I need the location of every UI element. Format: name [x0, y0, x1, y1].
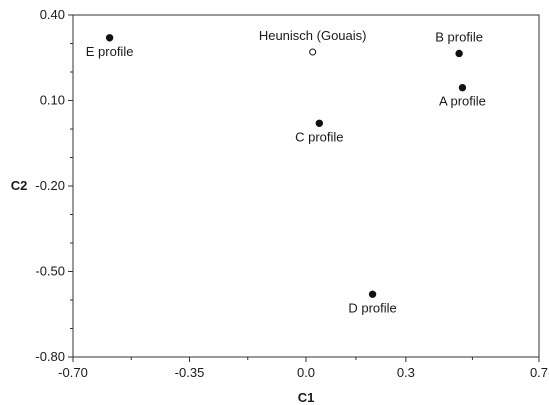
- y-axis-title: C2: [11, 178, 28, 193]
- x-tick-label: 0.7: [530, 365, 548, 380]
- y-tick-label: -0.50: [35, 264, 65, 279]
- point-label-c-profile: C profile: [295, 129, 343, 144]
- axis-ticks: [68, 14, 540, 362]
- point-d-profile: [368, 290, 377, 298]
- point-label-e-profile: E profile: [86, 44, 134, 59]
- y-tick-label: 0.40: [40, 7, 65, 22]
- y-tick-label: 0.10: [40, 93, 65, 108]
- point-label-heunisch-gouais: Heunisch (Gouais): [259, 28, 367, 43]
- x-tick-label: -0.70: [58, 365, 88, 380]
- point-label-a-profile: A profile: [439, 94, 486, 109]
- point-labels: E profile Heunisch (Gouais) B profile A pro…: [86, 28, 486, 315]
- x-tick-label: 0.3: [397, 365, 415, 380]
- point-e-profile: [105, 34, 114, 42]
- data-points: [105, 34, 467, 298]
- x-axis-title: C1: [298, 390, 315, 405]
- point-label-d-profile: D profile: [348, 300, 396, 315]
- y-tick-label: -0.20: [35, 178, 65, 193]
- point-label-b-profile: B profile: [435, 29, 483, 44]
- point-b-profile: [455, 49, 463, 58]
- x-tick-label: 0.0: [297, 365, 315, 380]
- plot-frame: [72, 14, 540, 358]
- point-heunisch-gouais: [309, 48, 317, 56]
- tick-labels: -0.70 -0.35 0.0 0.3 0.7 0.40 0.10 -0.20 -0.50 -0.…: [35, 7, 548, 380]
- x-tick-label: -0.35: [175, 365, 205, 380]
- point-c-profile: [315, 119, 324, 128]
- point-a-profile: [458, 83, 467, 92]
- y-tick-label: -0.80: [35, 349, 65, 364]
